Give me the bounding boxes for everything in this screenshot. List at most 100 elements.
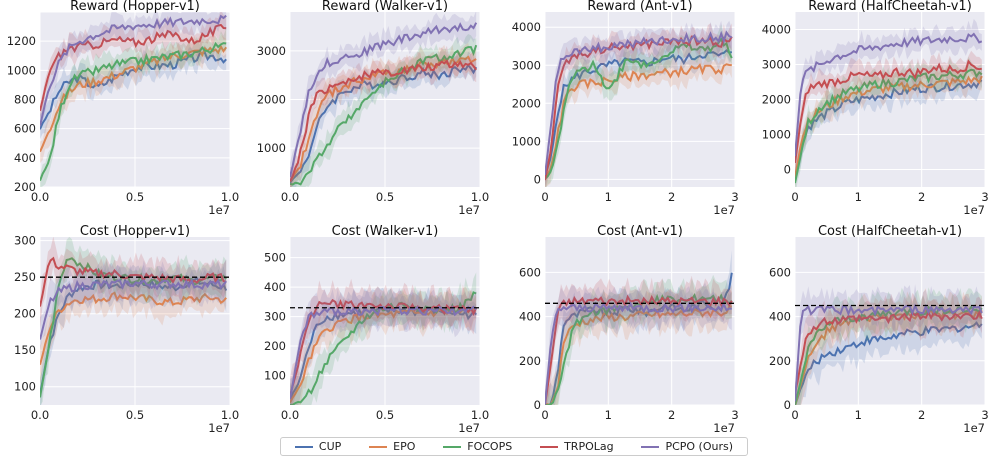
series-line <box>290 59 478 182</box>
series-line <box>40 23 227 112</box>
y-tick-label: 200 <box>769 354 791 368</box>
chart-title: Cost (HalfCheetah-v1) <box>818 224 962 239</box>
y-tick-label: 400 <box>264 280 286 294</box>
x-tick-label: 3 <box>731 190 738 204</box>
series-band <box>40 28 227 187</box>
y-tick-label: 200 <box>519 354 541 368</box>
y-tick-label: 400 <box>519 310 541 324</box>
y-tick-label: 200 <box>264 339 286 353</box>
y-tick-label: 0 <box>784 163 791 177</box>
legend-label: CUP <box>318 440 342 453</box>
x-scale-label: 1e7 <box>458 203 480 217</box>
y-tick-label: 1200 <box>7 34 36 48</box>
x-tick-label: 0.0 <box>31 408 49 422</box>
series-line <box>40 41 227 181</box>
series-band <box>545 274 732 405</box>
y-tick-label: 1000 <box>7 63 36 77</box>
series-line <box>795 78 983 180</box>
legend-label: EPO <box>393 440 416 453</box>
x-tick-label: 2 <box>918 190 925 204</box>
x-tick-label: 0.0 <box>281 190 299 204</box>
series-line <box>795 68 983 184</box>
x-scale-label: 1e7 <box>963 203 985 217</box>
legend-label: FOCOPS <box>467 440 513 453</box>
x-tick-label: 1 <box>855 190 862 204</box>
series-line <box>795 303 983 402</box>
series-line <box>795 59 982 164</box>
series-band <box>40 274 227 386</box>
x-tick-label: 1.0 <box>471 190 489 204</box>
y-tick-label: 100 <box>264 369 286 383</box>
y-tick-label: 500 <box>264 251 286 265</box>
y-tick-label: 4000 <box>512 20 541 34</box>
x-tick-label: 2 <box>668 408 675 422</box>
y-tick-label: 300 <box>14 234 36 248</box>
plot-series <box>795 18 983 187</box>
series-band <box>290 272 477 405</box>
series-line <box>40 14 227 127</box>
y-tick-label: 250 <box>14 270 36 284</box>
series-line <box>40 51 227 130</box>
y-tick-label: 3000 <box>512 58 541 72</box>
series-line <box>795 321 983 405</box>
series-line <box>545 305 732 405</box>
series-band <box>795 284 982 405</box>
chart-title: Reward (Ant-v1) <box>587 0 692 14</box>
series-line <box>795 310 983 394</box>
x-tick-label: 0.5 <box>126 190 144 204</box>
y-tick-label: 1000 <box>257 141 286 155</box>
series-line <box>290 55 477 183</box>
x-tick-label: 0 <box>541 190 548 204</box>
x-tick-label: 1.0 <box>221 408 239 422</box>
legend-item-pcpo: PCPO (Ours) <box>641 440 733 453</box>
x-scale-label: 1e7 <box>458 421 480 435</box>
x-tick-label: 0 <box>791 190 798 204</box>
y-tick-label: 600 <box>14 122 36 136</box>
series-band <box>545 49 732 187</box>
x-tick-label: 1 <box>855 408 862 422</box>
chart-title: Cost (Ant-v1) <box>597 224 683 239</box>
y-tick-label: 100 <box>14 380 36 394</box>
x-tick-label: 3 <box>981 408 988 422</box>
series-band <box>290 12 477 186</box>
series-line <box>40 257 227 398</box>
x-tick-label: 0.0 <box>31 190 49 204</box>
series-line <box>545 300 732 405</box>
y-tick-label: 1000 <box>512 134 541 148</box>
x-tick-label: 1.0 <box>471 408 489 422</box>
y-tick-label: 150 <box>14 343 36 357</box>
x-scale-label: 1e7 <box>713 421 735 435</box>
series-band <box>40 259 227 351</box>
x-tick-label: 2 <box>668 190 675 204</box>
series-line <box>545 49 733 176</box>
plot-series <box>795 284 983 405</box>
series-band <box>40 34 227 164</box>
series-line <box>290 44 478 186</box>
y-tick-label: 400 <box>14 151 36 165</box>
legend-item-trpolag: TRPOLag <box>540 440 614 453</box>
y-tick-label: 2000 <box>257 93 286 107</box>
series-line <box>545 63 732 180</box>
series-band <box>545 275 732 405</box>
series-line <box>290 305 477 400</box>
x-tick-label: 0.5 <box>376 190 394 204</box>
plot-series <box>40 12 228 187</box>
series-band <box>795 56 982 187</box>
series-line <box>545 294 733 405</box>
y-tick-label: 0 <box>534 172 541 186</box>
x-scale-label: 1e7 <box>713 203 735 217</box>
y-tick-label: 600 <box>519 265 541 279</box>
series-line <box>40 291 227 365</box>
plot-series <box>40 237 228 405</box>
series-band <box>545 20 732 187</box>
x-scale-label: 1e7 <box>208 421 230 435</box>
series-band <box>795 304 982 405</box>
y-tick-label: 1000 <box>762 128 791 142</box>
legend-item-focops: FOCOPS <box>443 440 512 453</box>
